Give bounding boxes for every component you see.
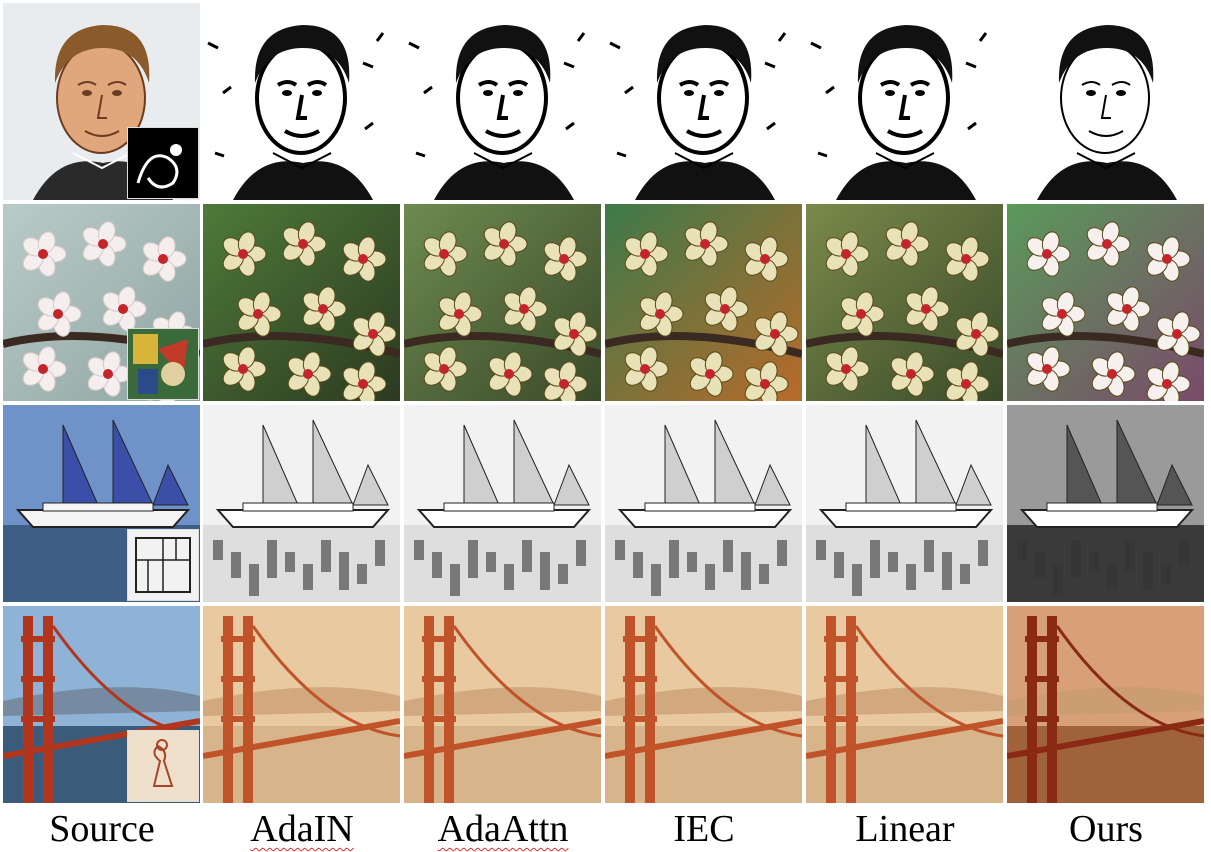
label-adaattn: AdaAttn bbox=[437, 808, 569, 850]
portrait-linear-image bbox=[806, 3, 1003, 200]
cherry-blossoms-style-reference-inset bbox=[127, 328, 199, 400]
label-iec: IEC bbox=[673, 808, 735, 850]
sailing-ship-style-reference-inset bbox=[127, 529, 199, 601]
portrait-source-image bbox=[3, 3, 200, 200]
cherry-blossoms-iec-image bbox=[605, 204, 802, 401]
label-source: Source bbox=[49, 808, 155, 850]
label-ours: Ours bbox=[1069, 808, 1143, 850]
golden-gate-bridge-iec-image bbox=[605, 606, 802, 803]
sailing-ship-adaattn-image bbox=[404, 405, 601, 602]
cherry-blossoms-source-image bbox=[3, 204, 200, 401]
golden-gate-bridge-adaattn-image bbox=[404, 606, 601, 803]
cherry-blossoms-adain-image bbox=[203, 204, 400, 401]
golden-gate-bridge-adain-image bbox=[203, 606, 400, 803]
portrait-adaattn-image bbox=[404, 3, 601, 200]
golden-gate-bridge-linear-image bbox=[806, 606, 1003, 803]
sailing-ship-source-image bbox=[3, 405, 200, 602]
sailing-ship-ours-image bbox=[1007, 405, 1204, 602]
golden-gate-bridge-style-reference-inset bbox=[127, 730, 199, 802]
golden-gate-bridge-ours-image bbox=[1007, 606, 1204, 803]
portrait-ours-image bbox=[1007, 3, 1204, 200]
portrait-iec-image bbox=[605, 3, 802, 200]
cherry-blossoms-ours-image bbox=[1007, 204, 1204, 401]
portrait-style-reference-inset bbox=[127, 127, 199, 199]
sailing-ship-adain-image bbox=[203, 405, 400, 602]
label-linear: Linear bbox=[855, 808, 955, 850]
cherry-blossoms-linear-image bbox=[806, 204, 1003, 401]
method-labels: Source AdaIN AdaAttn IEC Linear Ours bbox=[0, 806, 1211, 850]
sailing-ship-linear-image bbox=[806, 405, 1003, 602]
label-adain: AdaIN bbox=[250, 808, 354, 850]
golden-gate-bridge-source-image bbox=[3, 606, 200, 803]
cherry-blossoms-adaattn-image bbox=[404, 204, 601, 401]
portrait-adain-image bbox=[203, 3, 400, 200]
sailing-ship-iec-image bbox=[605, 405, 802, 602]
